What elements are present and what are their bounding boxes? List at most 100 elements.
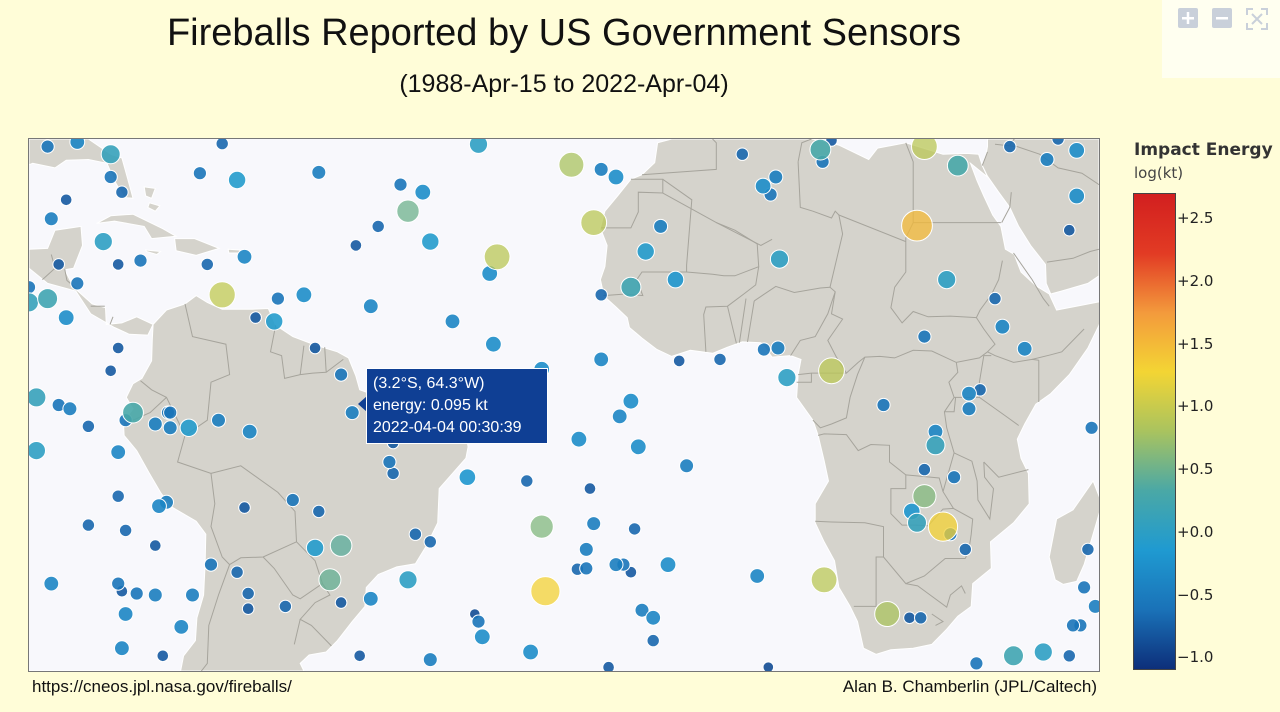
fireball-marker[interactable] <box>151 498 167 515</box>
fireball-marker[interactable] <box>29 441 46 461</box>
fireball-marker[interactable] <box>634 602 650 618</box>
fireball-marker[interactable] <box>162 420 178 436</box>
fireball-marker[interactable] <box>70 276 85 291</box>
fireball-marker[interactable] <box>629 438 647 456</box>
fireball-marker[interactable] <box>458 468 477 487</box>
fireball-marker[interactable] <box>770 340 786 356</box>
fireball-marker[interactable] <box>421 232 440 251</box>
fireball-marker[interactable] <box>111 258 125 271</box>
fireball-marker[interactable] <box>265 312 284 331</box>
fireball-marker[interactable] <box>907 512 927 533</box>
fireball-marker[interactable] <box>925 435 946 456</box>
fireball-marker[interactable] <box>646 633 660 648</box>
fireball-marker[interactable] <box>115 185 129 199</box>
fireball-marker[interactable] <box>40 139 55 154</box>
fireball-marker[interactable] <box>29 280 37 295</box>
fireball-marker[interactable] <box>636 242 655 261</box>
fireball-marker[interactable] <box>580 209 608 236</box>
fireball-marker[interactable] <box>594 288 608 302</box>
fireball-marker[interactable] <box>69 139 86 150</box>
fireball-marker[interactable] <box>927 511 959 542</box>
fireball-marker[interactable] <box>558 151 585 178</box>
fireball-marker[interactable] <box>422 652 438 668</box>
fireball-marker[interactable] <box>810 566 838 594</box>
fireball-marker[interactable] <box>749 568 766 584</box>
fireball-marker[interactable] <box>133 253 148 268</box>
fireball-marker[interactable] <box>334 367 349 382</box>
fireball-markers[interactable] <box>29 139 1099 671</box>
fireball-marker[interactable] <box>529 514 554 539</box>
fireball-marker[interactable] <box>471 614 486 629</box>
fireball-marker[interactable] <box>249 311 262 324</box>
fireball-marker[interactable] <box>602 660 615 671</box>
fireball-marker[interactable] <box>285 492 300 508</box>
fireball-marker[interactable] <box>579 561 594 576</box>
fireball-marker[interactable] <box>593 351 610 368</box>
fireball-marker[interactable] <box>81 419 96 433</box>
fireball-marker[interactable] <box>483 243 511 271</box>
fireball-marker[interactable] <box>917 462 932 477</box>
fireball-marker[interactable] <box>903 611 916 625</box>
fireball-marker[interactable] <box>52 258 66 271</box>
fireball-marker[interactable] <box>398 570 418 590</box>
reset-view-button[interactable] <box>1246 8 1268 30</box>
fireball-marker[interactable] <box>414 183 432 201</box>
fireball-marker[interactable] <box>912 484 937 509</box>
fireball-marker[interactable] <box>468 139 489 154</box>
fireball-marker[interactable] <box>59 193 73 207</box>
map-canvas[interactable] <box>29 139 1099 671</box>
fireball-marker[interactable] <box>362 590 379 607</box>
fireball-marker[interactable] <box>270 291 285 306</box>
fireball-marker[interactable] <box>659 556 677 574</box>
fireball-marker[interactable] <box>1087 598 1099 614</box>
fireball-marker[interactable] <box>236 248 253 265</box>
fireball-marker[interactable] <box>37 288 59 310</box>
fireball-marker[interactable] <box>238 501 251 514</box>
fireball-marker[interactable] <box>937 270 957 290</box>
fireball-marker[interactable] <box>173 619 190 635</box>
fireball-marker[interactable] <box>329 534 353 557</box>
fireball-marker[interactable] <box>988 291 1002 306</box>
fireball-marker[interactable] <box>371 219 385 234</box>
fireball-marker[interactable] <box>578 541 594 557</box>
fireball-marker[interactable] <box>777 368 797 388</box>
fireball-marker[interactable] <box>43 575 60 592</box>
fireball-marker[interactable] <box>622 392 640 410</box>
fireball-marker[interactable] <box>762 661 775 671</box>
fireball-marker[interactable] <box>208 281 236 309</box>
fireball-marker[interactable] <box>57 309 75 327</box>
fireball-marker[interactable] <box>876 397 891 413</box>
fireball-marker[interactable] <box>914 611 928 625</box>
fireball-marker[interactable] <box>917 329 932 344</box>
fireball-marker[interactable] <box>312 504 326 519</box>
fireball-marker[interactable] <box>179 418 199 437</box>
fireball-marker[interactable] <box>334 596 348 609</box>
fireball-marker[interactable] <box>81 518 96 532</box>
fireball-marker[interactable] <box>241 423 258 440</box>
fireball-marker[interactable] <box>29 292 39 313</box>
fireball-marker[interactable] <box>620 276 642 298</box>
fireball-marker[interactable] <box>29 387 47 408</box>
fireball-marker[interactable] <box>1084 420 1099 435</box>
fireball-marker[interactable] <box>111 576 126 591</box>
fireball-marker[interactable] <box>43 211 59 227</box>
fireball-marker[interactable] <box>645 609 662 626</box>
fireball-marker[interactable] <box>679 458 695 474</box>
fireball-marker[interactable] <box>672 354 686 368</box>
fireball-marker[interactable] <box>586 516 602 532</box>
fireball-marker[interactable] <box>192 166 207 181</box>
fireball-marker[interactable] <box>485 335 502 353</box>
fireball-marker[interactable] <box>344 405 360 421</box>
fireball-marker[interactable] <box>593 161 609 177</box>
fireball-marker[interactable] <box>713 352 727 367</box>
fireball-marker[interactable] <box>522 643 540 661</box>
fireball-marker[interactable] <box>768 169 784 185</box>
fireball-marker[interactable] <box>653 218 669 234</box>
fireball-marker[interactable] <box>103 169 118 185</box>
fireball-marker[interactable] <box>444 313 461 330</box>
fireball-marker[interactable] <box>423 535 437 549</box>
fireball-marker[interactable] <box>241 586 255 601</box>
fireball-marker[interactable] <box>961 385 977 402</box>
fireball-marker[interactable] <box>1016 340 1033 357</box>
fireball-marker[interactable] <box>93 232 113 252</box>
